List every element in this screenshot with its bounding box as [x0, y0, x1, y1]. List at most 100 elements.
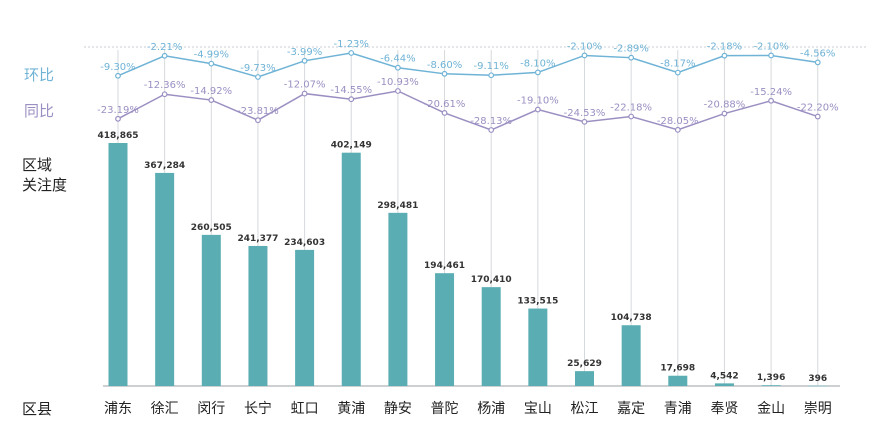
bar-6	[388, 212, 408, 386]
category-label-14: 金山	[757, 401, 785, 417]
bar-10	[575, 371, 594, 386]
mom-point-15	[814, 59, 821, 66]
mom-value-label-12: -8.17%	[660, 59, 695, 70]
bar-0	[108, 143, 128, 386]
yoy-value-label-14: -15.24%	[750, 87, 792, 98]
mom-legend-label: 环比	[24, 66, 55, 84]
mom-value-label-6: -6.44%	[380, 54, 415, 65]
bar-value-label-12: 17,698	[660, 364, 695, 374]
bar-5	[341, 152, 361, 386]
attention-axis-label: 区域 关注度	[22, 156, 68, 194]
yoy-value-label-13: -20.88%	[704, 100, 746, 111]
mom-value-label-4: -3.99%	[287, 47, 322, 58]
mom-point-9	[534, 69, 541, 76]
category-label-11: 嘉定	[617, 401, 645, 417]
mom-value-label-9: -8.10%	[520, 58, 555, 69]
bar-9	[528, 308, 548, 386]
yoy-point-9	[534, 106, 541, 113]
mom-point-12	[674, 69, 681, 76]
mom-value-label-5: -1.23%	[334, 39, 369, 50]
mom-value-label-3: -9.73%	[240, 63, 275, 74]
category-label-13: 奉贤	[710, 401, 738, 417]
bar-7	[435, 273, 455, 386]
category-label-15: 崇明	[804, 401, 832, 417]
yoy-point-1	[161, 91, 168, 98]
yoy-point-15	[814, 113, 821, 120]
mom-value-label-14: -2.10%	[753, 41, 788, 52]
yoy-value-label-11: -22.18%	[610, 103, 652, 114]
bar-4	[295, 249, 315, 386]
mom-point-3	[255, 74, 261, 80]
category-label-4: 虹口	[291, 401, 319, 417]
mom-point-0	[115, 72, 121, 79]
category-label-7: 普陀	[431, 401, 459, 417]
bar-value-label-15: 396	[808, 374, 827, 384]
bar-value-label-13: 4,542	[710, 371, 738, 381]
yoy-point-4	[301, 90, 308, 97]
yoy-point-0	[115, 115, 121, 122]
mom-point-7	[441, 70, 448, 77]
yoy-legend-label: 同比	[24, 102, 55, 120]
mom-value-label-1: -2.21%	[147, 42, 182, 53]
category-label-5: 黄浦	[337, 400, 365, 417]
yoy-point-3	[255, 117, 261, 124]
mom-value-label-11: -2.89%	[613, 44, 648, 55]
mom-point-5	[348, 50, 355, 56]
bar-12	[668, 375, 688, 386]
category-label-6: 静安	[384, 401, 412, 417]
category-label-9: 宝山	[524, 401, 552, 417]
bar-value-label-14: 1,396	[757, 373, 785, 383]
mom-point-11	[628, 54, 635, 61]
yoy-point-7	[441, 110, 448, 116]
bar-2	[201, 234, 221, 386]
mom-point-10	[581, 52, 588, 59]
mom-value-label-0: -9.30%	[100, 62, 135, 73]
bar-8	[481, 287, 501, 386]
yoy-point-14	[768, 97, 774, 104]
mom-point-8	[488, 72, 495, 79]
bar-value-label-5: 402,149	[331, 141, 372, 151]
yoy-value-label-15: -22.20%	[797, 103, 839, 114]
category-label-2: 闵行	[197, 401, 225, 417]
category-label-10: 松江	[571, 401, 599, 417]
yoy-value-label-4: -12.07%	[284, 80, 326, 91]
bar-value-label-11: 104,738	[611, 313, 652, 323]
mom-point-14	[768, 52, 774, 59]
yoy-point-12	[674, 126, 681, 133]
yoy-value-label-1: -12.36%	[144, 80, 186, 91]
category-label-1: 徐汇	[151, 401, 179, 417]
bar-value-label-6: 298,481	[377, 201, 418, 211]
yoy-value-label-9: -19.10%	[517, 96, 559, 107]
bar-3	[248, 245, 268, 386]
bar-value-label-9: 133,515	[517, 297, 558, 307]
bar-value-label-0: 418,865	[98, 131, 139, 141]
yoy-value-label-8: -28.13%	[470, 116, 512, 127]
mom-point-6	[395, 64, 401, 71]
yoy-value-label-2: -14.92%	[190, 86, 232, 97]
category-label-3: 长宁	[244, 400, 272, 417]
yoy-point-6	[395, 88, 401, 94]
yoy-line	[117, 90, 818, 131]
mom-value-label-10: -2.10%	[567, 41, 602, 52]
mom-point-2	[208, 60, 215, 67]
yoy-point-13	[721, 110, 728, 117]
mom-point-4	[301, 57, 308, 64]
bar-value-label-4: 234,603	[284, 238, 325, 248]
mom-value-label-13: -2.18%	[707, 42, 742, 53]
bar-11	[621, 325, 641, 386]
mom-value-label-15: -4.56%	[800, 48, 835, 59]
bar-value-label-8: 170,410	[471, 275, 512, 285]
yoy-value-label-3: -23.81%	[237, 106, 279, 117]
mom-line	[117, 52, 818, 78]
yoy-value-label-10: -24.53%	[564, 108, 606, 119]
mom-value-label-2: -4.99%	[194, 50, 229, 61]
yoy-value-label-6: -10.93%	[377, 77, 419, 88]
yoy-value-label-5: -14.55%	[330, 85, 372, 96]
bar-1	[155, 172, 175, 386]
mom-point-1	[161, 52, 168, 59]
category-label-12: 青浦	[664, 401, 692, 417]
yoy-value-label-12: -28.05%	[657, 116, 699, 127]
yoy-point-5	[348, 96, 355, 103]
bar-value-label-1: 367,284	[144, 161, 185, 171]
